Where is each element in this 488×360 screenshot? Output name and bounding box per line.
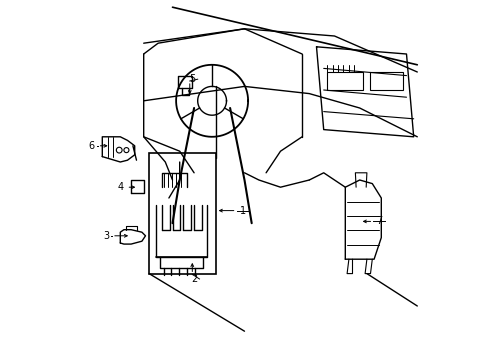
Bar (370, 72, 402, 90)
Text: 5: 5 (189, 74, 195, 84)
Text: 2: 2 (191, 274, 197, 284)
Text: 6: 6 (88, 141, 94, 151)
Text: 1: 1 (239, 206, 245, 216)
Text: 3: 3 (102, 231, 109, 241)
Bar (326, 72, 363, 90)
Text: 7: 7 (376, 216, 382, 226)
Text: 4: 4 (117, 182, 123, 192)
Bar (149, 153, 215, 274)
